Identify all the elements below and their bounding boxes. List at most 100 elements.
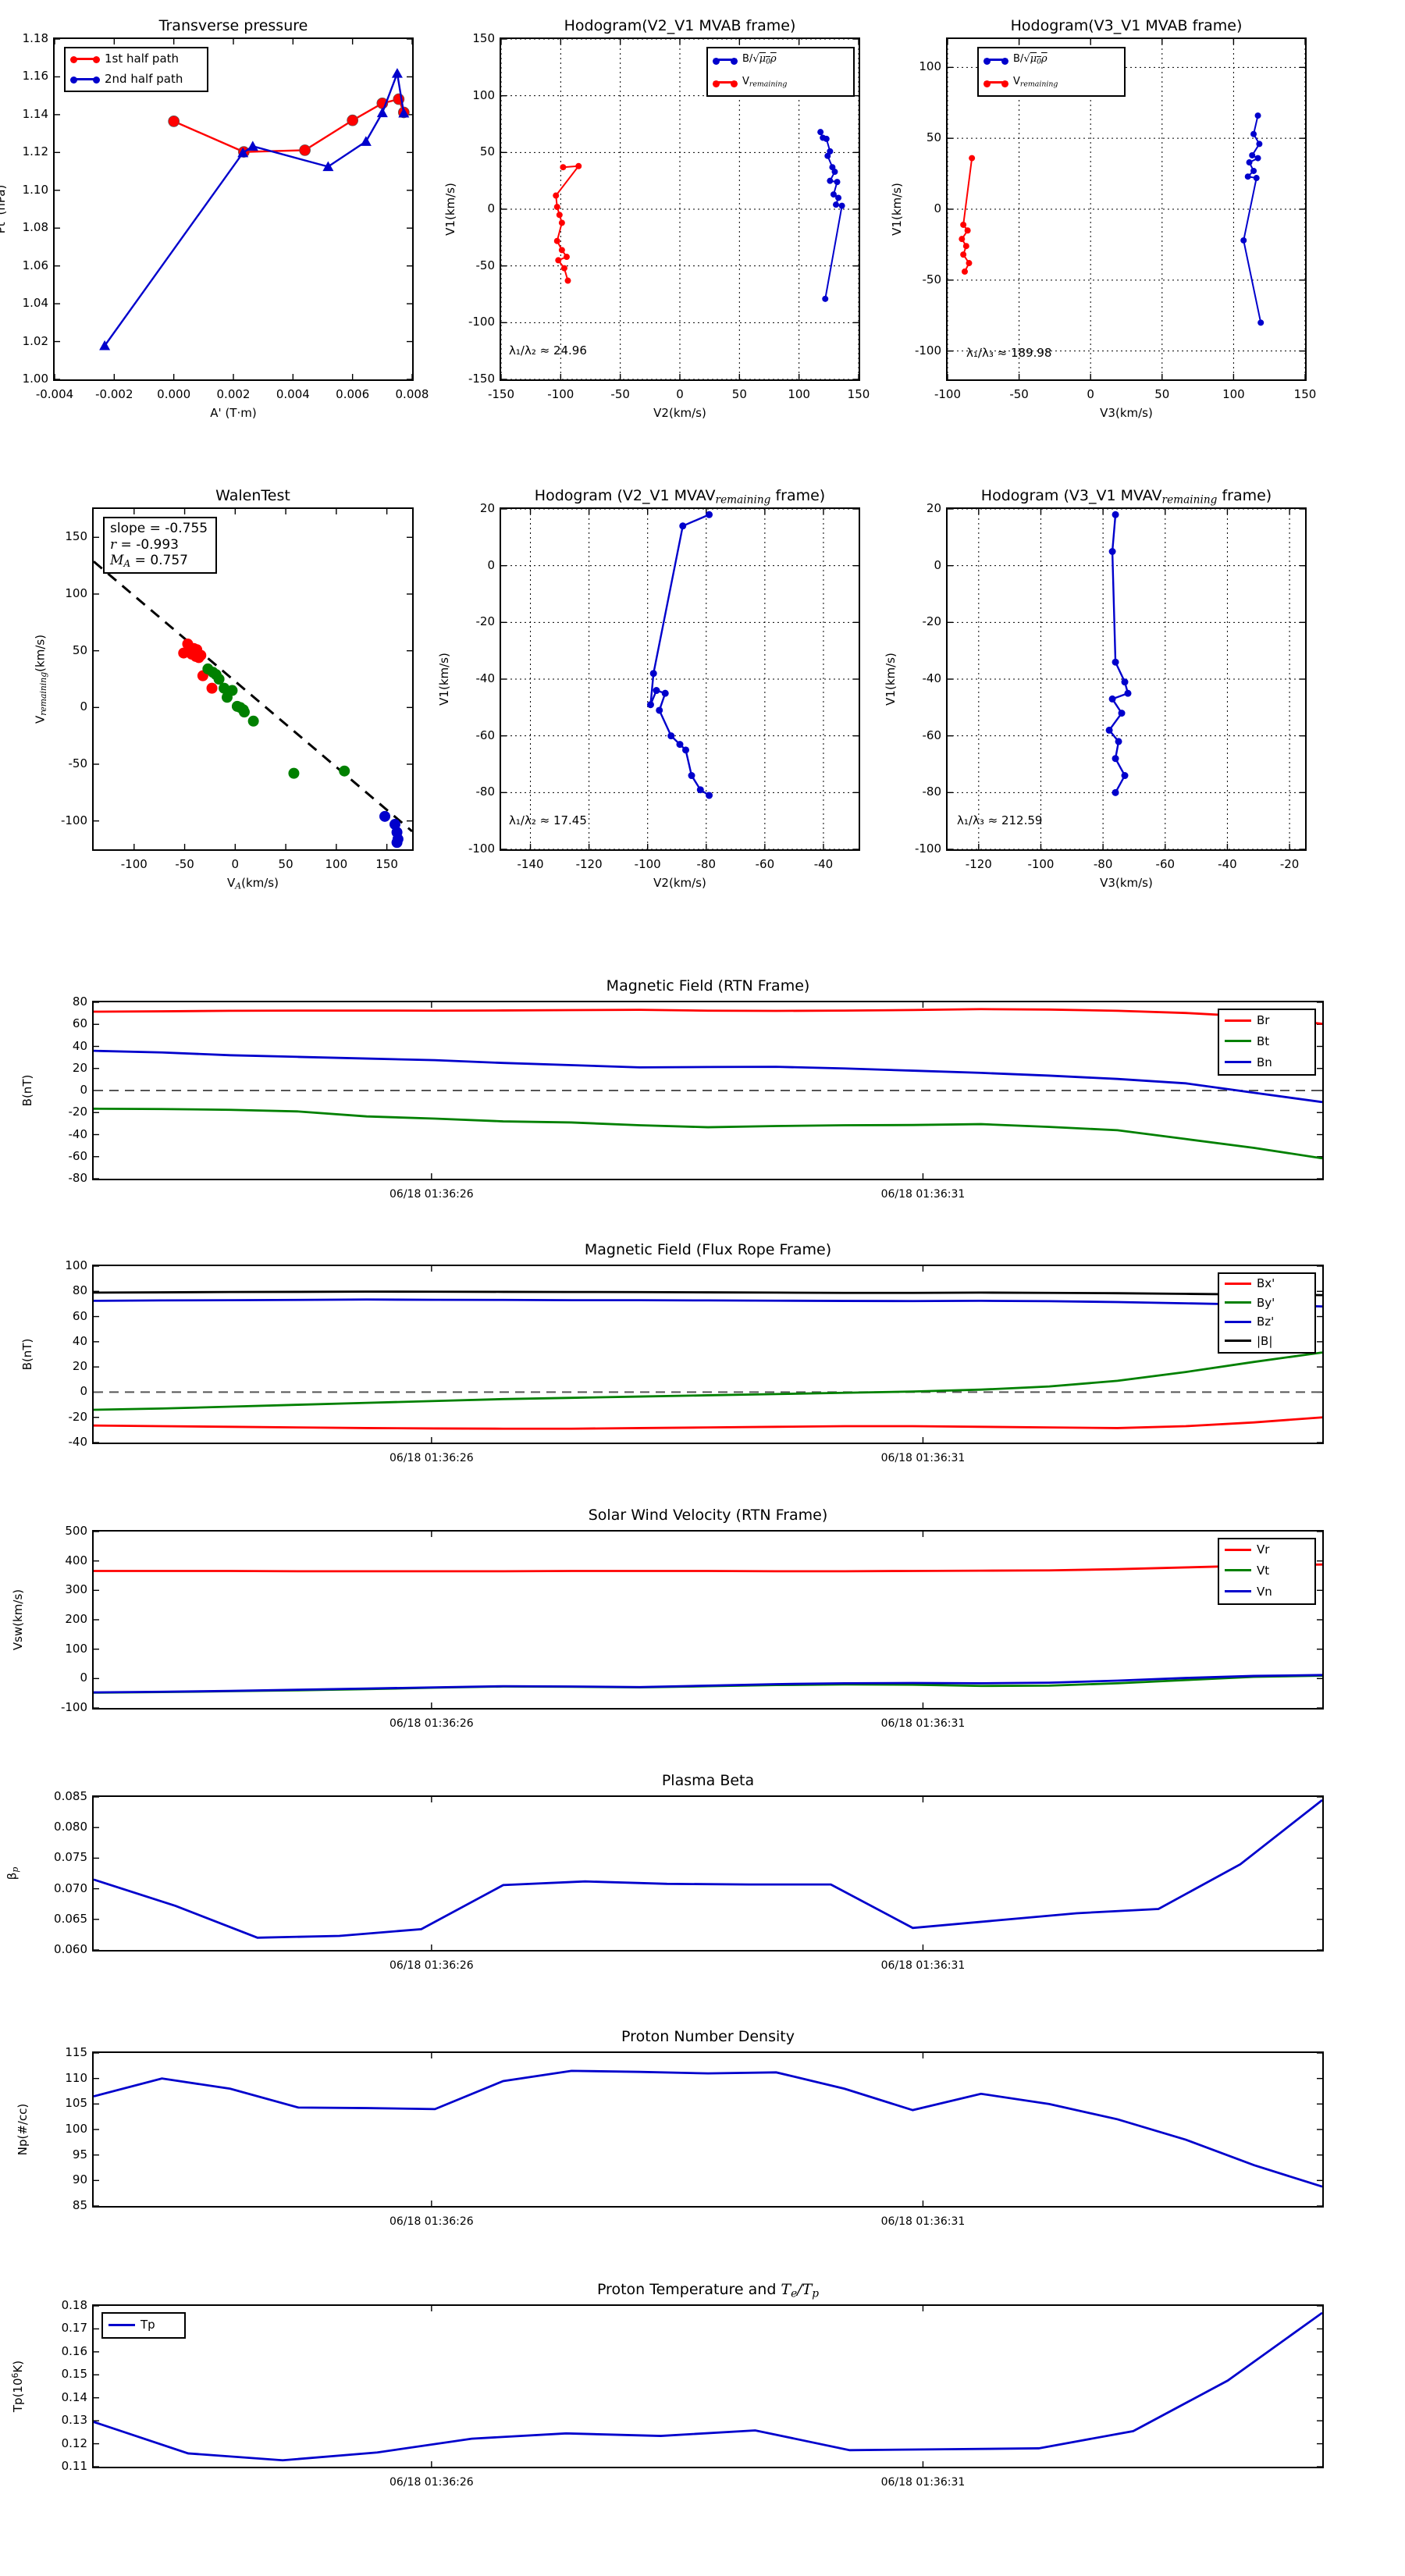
- hodo-v2-mvav-marker: [679, 522, 687, 530]
- hodo-v3-mvav-marker: [1112, 658, 1119, 666]
- hodo-v3v1-mvav-plot-area: [946, 507, 1307, 851]
- mag-field-fluxrope-|B|-line: [94, 1290, 1322, 1297]
- mag-field-fluxrope-ytick: 40: [72, 1333, 87, 1348]
- solar-wind-velocity-xtick: 06/18 01:36:26: [389, 1717, 474, 1730]
- solar-wind-velocity-legend-swatch: [1225, 1569, 1251, 1572]
- proton-number-density-ylabel: Np(#/cc): [16, 2103, 30, 2156]
- hodo-v2-mvav-line: [649, 514, 710, 796]
- transverse-pressure-ytick: 1.14: [22, 106, 48, 121]
- v-remaining-marker: [556, 212, 563, 219]
- transverse-pressure-canvas: [55, 39, 412, 379]
- hodo-v2v1-mvab-ytick: 50: [479, 144, 495, 159]
- mag-field-rtn-ytick: 60: [72, 1016, 87, 1031]
- transverse-pressure-ytick: 1.12: [22, 144, 48, 159]
- transverse-pressure-legend-row: 2nd half path: [66, 69, 207, 89]
- proton-temperature-legend-label: Tp: [140, 2318, 155, 2332]
- hodo-v2v1-mvab-lambda-annotation: λ₁/λ₂ ≈ 24.96: [509, 343, 587, 358]
- hodo-v2v1-mvab-ytick: 100: [472, 87, 495, 102]
- mag-field-fluxrope-legend: Bx' By' Bz' |B|: [1218, 1272, 1316, 1354]
- walen-test-canvas: [94, 509, 412, 849]
- hodo-v3v1-mvab-ytick: 0: [934, 201, 941, 215]
- walen-test-stats-box: slope = -0.755 r = -0.993 MA = 0.757: [103, 517, 217, 575]
- plasma-beta-ytick: 0.060: [54, 1942, 87, 1956]
- plasma-beta-ytick: 0.080: [54, 1820, 87, 1834]
- proton-number-density-ytick: 85: [72, 2198, 87, 2212]
- mag-field-fluxrope-legend-swatch: [1225, 1282, 1251, 1285]
- mag-field-rtn-ytick: 80: [72, 994, 87, 1009]
- b-alfven-marker: [832, 201, 839, 208]
- second-half-marker: [247, 141, 258, 151]
- hodo-v3v1-mvav-lambda-annotation: λ₁/λ₃ ≈ 212.59: [957, 813, 1043, 827]
- hodo-v3v1-mvab-legend-label: B/√μ0ρ: [1013, 53, 1048, 66]
- hodo-v2v1-mvav-xtick: -60: [755, 857, 775, 871]
- walen-green-point: [247, 715, 259, 727]
- hodo-v2-mvav-marker: [656, 706, 663, 714]
- hodo-v3-mvav-marker: [1112, 755, 1119, 763]
- b-alfven-marker: [838, 202, 845, 209]
- walen-red-point: [195, 649, 207, 661]
- transverse-pressure-xlabel: A' (T·m): [210, 406, 257, 420]
- mag-field-fluxrope-By'-line: [94, 1351, 1322, 1411]
- proton-temperature-legend-swatch: [108, 2323, 135, 2326]
- plasma-beta-xtick: 06/18 01:36:26: [389, 1959, 474, 1972]
- hodo-v3v1-mvab-legend-swatch: [984, 80, 1008, 87]
- walen-test-xlabel: VA(km/s): [227, 876, 279, 891]
- mag-field-rtn-ytick: -20: [68, 1105, 88, 1119]
- transverse-pressure-xtick: 0.002: [216, 387, 251, 401]
- b-alfven-marker: [1246, 159, 1253, 166]
- hodo-v2v1-mvab-legend-row: Vremaining: [708, 71, 853, 94]
- transverse-pressure-xtick: 0.006: [336, 387, 370, 401]
- hodo-v2v1-mvab-ytick: 0: [487, 201, 495, 215]
- solar-wind-velocity-ytick: 200: [65, 1612, 87, 1626]
- transverse-pressure-ytick: 1.04: [22, 296, 48, 311]
- transverse-pressure-ytick: 1.06: [22, 258, 48, 272]
- walen-fit-line: [94, 560, 412, 833]
- hodo-v2-mvav-marker: [649, 670, 657, 678]
- solar-wind-velocity-plot-area: [92, 1530, 1324, 1710]
- b-alfven-marker: [1253, 175, 1260, 182]
- mag-field-fluxrope-legend-swatch: [1225, 1301, 1251, 1304]
- proton-number-density-ytick: 115: [65, 2045, 87, 2059]
- proton-number-density-title: Proton Number Density: [621, 2028, 795, 2045]
- hodo-v3v1-mvav-xtick: -40: [1218, 857, 1237, 871]
- second-half-line: [104, 69, 405, 347]
- transverse-pressure-legend-swatch: [70, 56, 100, 63]
- hodo-v3v1-mvav-ytick: -60: [922, 728, 942, 742]
- v-remaining-marker: [962, 243, 969, 250]
- hodo-v3v1-mvab-legend-row: Vremaining: [979, 71, 1124, 94]
- walen-test-ytick: 0: [80, 699, 87, 714]
- hodo-v2v1-mvav-ytick: -20: [475, 614, 496, 629]
- walen-test-xtick: 50: [278, 857, 293, 871]
- mag-field-rtn-canvas: [94, 1002, 1322, 1179]
- mag-field-fluxrope-legend-label: By': [1257, 1295, 1275, 1310]
- v-remaining-marker: [964, 227, 971, 234]
- solar-wind-velocity-ylabel: Vsw(km/s): [11, 1589, 25, 1651]
- transverse-pressure-ytick: 1.18: [22, 31, 48, 45]
- solar-wind-velocity-legend-label: Vt: [1257, 1563, 1270, 1578]
- b-alfven-marker: [1250, 167, 1257, 174]
- proton-temperature-ytick: 0.18: [61, 2298, 87, 2312]
- b-alfven-marker: [1244, 173, 1251, 180]
- b-alfven-marker: [835, 194, 842, 201]
- walen-blue-point: [379, 810, 391, 822]
- mag-field-rtn-legend-row: Bt: [1219, 1031, 1314, 1052]
- v-remaining-marker: [553, 192, 560, 199]
- walen-test-ytick: 100: [65, 586, 87, 600]
- hodo-v2v1-mvav-ytick: 20: [479, 501, 495, 515]
- proton-temperature-ytick: 0.14: [61, 2389, 87, 2404]
- transverse-pressure-legend-label: 2nd half path: [105, 72, 183, 86]
- hodo-v3v1-mvab-xtick: -50: [1009, 387, 1029, 401]
- transverse-pressure-ytick: 1.02: [22, 333, 48, 348]
- proton-temperature-ytick: 0.17: [61, 2321, 87, 2336]
- hodo-v3-mvav-marker: [1112, 788, 1119, 796]
- mag-field-fluxrope-legend-swatch: [1225, 1320, 1251, 1323]
- hodo-v2v1-mvav-xtick: -140: [517, 857, 544, 871]
- hodo-v2v1-mvab-ytick: -50: [475, 258, 496, 272]
- b-alfven-marker: [831, 169, 838, 176]
- transverse-pressure-xtick: -0.002: [95, 387, 133, 401]
- mag-field-rtn-title: Magnetic Field (RTN Frame): [606, 977, 810, 994]
- hodo-v3-mvav-marker: [1108, 548, 1116, 555]
- hodo-v3v1-mvav-ytick: -20: [922, 614, 942, 629]
- hodo-v3v1-mvab-ytick: -50: [922, 272, 942, 286]
- mag-field-fluxrope-legend-label: Bx': [1257, 1276, 1275, 1291]
